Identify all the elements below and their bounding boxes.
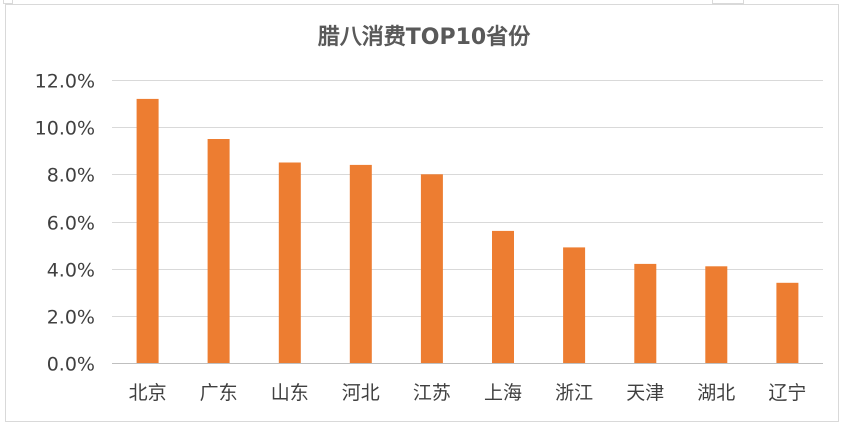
x-tick-label: 河北 — [342, 382, 380, 404]
y-tick-label: 12.0% — [35, 71, 95, 93]
chart-title: 腊八消费TOP10省份 — [318, 25, 531, 50]
bar — [492, 230, 514, 363]
bar — [278, 162, 301, 363]
bar — [563, 247, 586, 363]
x-axis-labels: 北京 广东 山东 河北 江苏 上海 浙江 天津 湖北 辽宁 — [129, 382, 807, 404]
x-tick-label: 广东 — [200, 382, 238, 404]
frame-corner-mark-left — [3, 0, 13, 4]
x-tick-label: 江苏 — [413, 382, 451, 404]
y-tick-label: 2.0% — [47, 307, 95, 329]
x-tick-label: 上海 — [484, 382, 522, 404]
x-tick-label: 湖北 — [697, 382, 735, 404]
x-tick-label: 北京 — [129, 382, 167, 404]
frame-corner-mark-center — [712, 0, 744, 4]
bar — [136, 98, 159, 364]
bar — [705, 266, 728, 363]
y-axis-ticks: 0.0% 2.0% 4.0% 6.0% 8.0% 10.0% 12.0% — [35, 71, 95, 376]
bar — [634, 263, 657, 363]
y-tick-label: 6.0% — [47, 213, 95, 235]
y-tick-label: 0.0% — [47, 354, 95, 376]
gridlines — [112, 80, 823, 364]
y-tick-label: 4.0% — [47, 260, 95, 282]
x-tick-label: 山东 — [271, 382, 309, 404]
y-tick-label: 10.0% — [35, 118, 95, 140]
x-tick-label: 辽宁 — [768, 382, 806, 404]
bar — [207, 139, 230, 363]
bars — [136, 98, 799, 364]
bar — [776, 282, 799, 363]
x-tick-label: 浙江 — [555, 382, 593, 404]
y-tick-label: 8.0% — [47, 165, 95, 187]
bar — [420, 174, 443, 363]
bar — [349, 164, 372, 363]
x-tick-label: 天津 — [626, 382, 664, 404]
